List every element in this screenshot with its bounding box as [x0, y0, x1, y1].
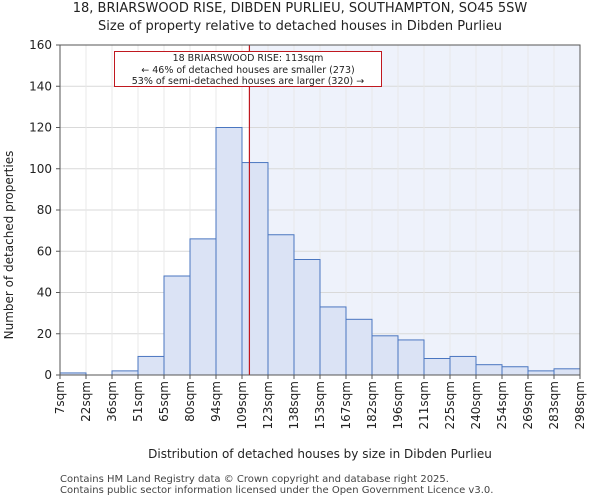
x-tick-label: 138sqm [287, 381, 301, 429]
x-tick-label: 167sqm [339, 381, 353, 429]
y-tick-label: 60 [37, 244, 52, 258]
y-tick-label: 120 [29, 121, 52, 135]
histogram-bar [475, 364, 503, 376]
x-tick-label: 109sqm [235, 381, 249, 429]
histogram-bar [267, 234, 295, 376]
y-tick-label: 100 [29, 162, 52, 176]
y-tick-label: 40 [37, 286, 52, 300]
x-tick-label: 225sqm [443, 381, 457, 429]
x-tick-label: 298sqm [573, 381, 587, 429]
x-tick-label: 80sqm [183, 381, 197, 422]
footer-line-1: Contains HM Land Registry data © Crown c… [60, 474, 449, 485]
y-tick-label: 80 [37, 203, 52, 217]
histogram-bar [319, 306, 347, 376]
histogram-bar [293, 259, 321, 376]
footer-line-2: Contains public sector information licen… [60, 485, 494, 496]
histogram-bar [553, 368, 581, 376]
x-tick-label: 36sqm [105, 381, 119, 422]
chart-title: 18, BRIARSWOOD RISE, DIBDEN PURLIEU, SOU… [72, 1, 528, 16]
annotation-box: 18 BRIARSWOOD RISE: 113sqm ← 46% of deta… [114, 51, 382, 87]
x-tick-label: 22sqm [79, 381, 93, 422]
histogram-bar [345, 318, 373, 376]
x-tick-label: 283sqm [547, 381, 561, 429]
annotation-line-3: 53% of semi-detached houses are larger (… [131, 76, 365, 87]
x-tick-label: 240sqm [469, 381, 483, 429]
histogram-bar [371, 335, 399, 376]
histogram-bar [241, 162, 269, 376]
x-tick-label: 153sqm [313, 381, 327, 429]
x-tick-label: 51sqm [131, 381, 145, 422]
histogram-bar [137, 355, 165, 376]
histogram-bar [189, 238, 217, 376]
histogram-bar [215, 127, 243, 376]
x-tick-label: 7sqm [53, 381, 67, 414]
x-tick-label: 94sqm [209, 381, 223, 422]
histogram-bar [163, 275, 191, 376]
y-axis-label: Number of detached properties [2, 151, 16, 340]
x-tick-label: 254sqm [495, 381, 509, 429]
histogram-bar [501, 366, 529, 376]
histogram-bar [111, 370, 139, 376]
chart-subtitle: Size of property relative to detached ho… [98, 19, 502, 34]
y-tick-label: 0 [44, 368, 52, 382]
x-tick-label: 211sqm [417, 381, 431, 429]
x-axis-label: Distribution of detached houses by size … [148, 447, 492, 461]
y-tick-label: 140 [29, 79, 52, 93]
x-tick-label: 123sqm [261, 381, 275, 429]
histogram-bar [397, 339, 425, 376]
annotation-line-1: 18 BRIARSWOOD RISE: 113sqm [172, 53, 324, 64]
histogram-bar [423, 358, 451, 376]
histogram-bar [527, 370, 555, 376]
y-tick-label: 160 [29, 38, 52, 52]
y-tick-label: 20 [37, 327, 52, 341]
x-tick-label: 182sqm [365, 381, 379, 429]
x-tick-label: 196sqm [391, 381, 405, 429]
annotation-line-2: ← 46% of detached houses are smaller (27… [141, 64, 355, 76]
x-tick-label: 65sqm [157, 381, 171, 422]
x-tick-label: 269sqm [521, 381, 535, 429]
histogram-bar [449, 355, 477, 376]
